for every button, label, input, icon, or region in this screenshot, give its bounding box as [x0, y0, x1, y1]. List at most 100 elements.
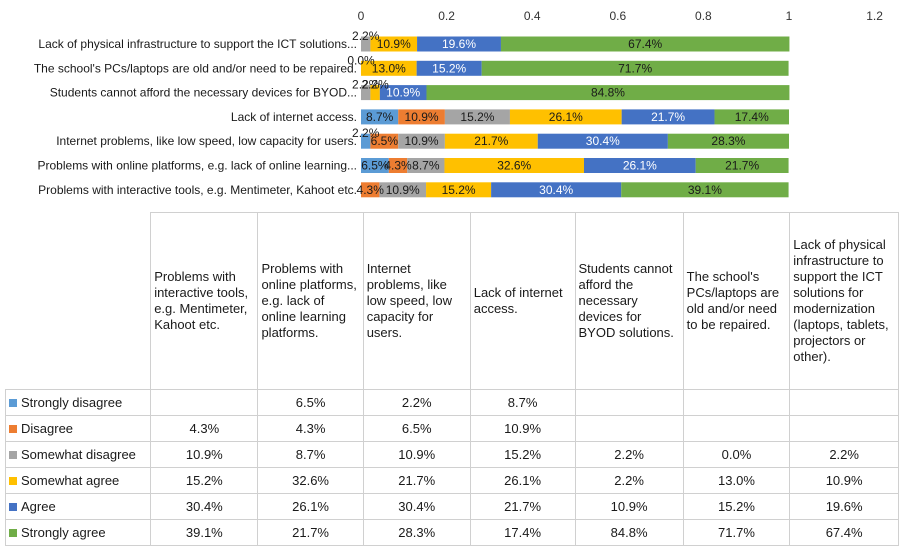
- data-label: 10.9%: [386, 183, 420, 197]
- bar-segment: [509, 109, 622, 125]
- data-label: 26.1%: [549, 110, 583, 124]
- x-tick-label: 0.4: [524, 9, 541, 23]
- table-cell: 10.9%: [789, 467, 899, 494]
- table-column-header: Students cannot afford the necessary dev…: [574, 212, 684, 390]
- table-column-header: Problems with online platforms, e.g. lac…: [257, 212, 364, 390]
- data-label: 19.6%: [442, 37, 476, 51]
- table-cell: 21.7%: [362, 467, 471, 494]
- table-cell: 2.2%: [574, 441, 684, 468]
- bar-segment: [379, 85, 427, 101]
- data-label: 10.9%: [405, 110, 439, 124]
- legend-swatch: [9, 399, 17, 407]
- table-row: Agree 30.4% 26.1% 30.4% 21.7% 10.9% 15.2% 19.6%: [4, 493, 899, 520]
- bar-segment: [361, 182, 380, 198]
- category-label: Internet problems, like low speed, low c…: [56, 134, 357, 148]
- stacked-bar-chart: 0 0.2 0.4 0.6 0.8 1 1.2 Problems with interact…: [34, 9, 884, 198]
- data-label: 10.9%: [386, 86, 420, 100]
- table-cell: 84.8%: [574, 519, 684, 546]
- table-cell: 10.9%: [150, 441, 259, 468]
- data-label: 2.2%: [352, 78, 380, 92]
- table-cell: 2.2%: [789, 441, 899, 468]
- x-tick-label: 0.2: [438, 9, 455, 23]
- data-label: 15.2%: [432, 61, 466, 75]
- bar-segment: [444, 109, 510, 125]
- data-label: 21.7%: [651, 110, 685, 124]
- table-cell: 71.7%: [682, 519, 791, 546]
- table-cell: 10.9%: [574, 493, 684, 520]
- bar-segment: [481, 60, 789, 76]
- data-label: 6.5%: [361, 159, 389, 173]
- bar-segment: [398, 109, 445, 125]
- legend-entry: Somewhat agree: [4, 467, 152, 494]
- x-tick-label: 0.8: [695, 9, 712, 23]
- data-label: 17.4%: [735, 110, 769, 124]
- table-cell: 15.2%: [469, 441, 576, 468]
- table-row: Somewhat agree 15.2% 32.6% 21.7% 26.1% 2.2% 13…: [4, 467, 899, 494]
- legend-entry: Agree: [4, 493, 152, 520]
- bar-segment: [500, 36, 790, 52]
- bar-segment: [370, 133, 399, 149]
- table-row: Strongly agree 39.1% 21.7% 28.3% 17.4% 84.8% 7…: [4, 519, 899, 546]
- data-label: 10.9%: [405, 134, 439, 148]
- data-label: 71.7%: [618, 61, 652, 75]
- table-cell: 30.4%: [362, 493, 471, 520]
- table-cell: 6.5%: [362, 415, 471, 442]
- table-column-header: Problems with interactive tools, e.g. Me…: [150, 212, 259, 390]
- table-column-header: The school's PCs/laptops are old and/or …: [682, 212, 791, 390]
- table-cell: 26.1%: [257, 493, 364, 520]
- data-label: 4.3%: [384, 159, 412, 173]
- data-label: 13.0%: [372, 61, 406, 75]
- legend-entry: Somewhat disagree: [4, 441, 152, 468]
- bar-segment: [361, 85, 371, 101]
- data-label: 21.7%: [725, 159, 759, 173]
- category-label: Problems with interactive tools, e.g. Me…: [38, 183, 357, 197]
- table-cell: 28.3%: [362, 519, 471, 546]
- table-cell: [682, 415, 791, 442]
- table-cell: 32.6%: [257, 467, 364, 494]
- table-row: Somewhat disagree 10.9% 8.7% 10.9% 15.2% 2.2%…: [4, 441, 899, 468]
- table-cell: 15.2%: [682, 493, 791, 520]
- table-cell: 8.7%: [257, 441, 364, 468]
- bar-segment: [667, 133, 789, 149]
- x-axis-ticks: 0 0.2 0.4 0.6 0.8 1 1.2: [358, 9, 884, 23]
- table-header-row: Problems with interactive tools, e.g. Me…: [5, 212, 899, 390]
- bar-segment: [444, 133, 538, 149]
- bar-segment: [537, 133, 668, 149]
- bar-segment: [370, 36, 418, 52]
- data-label: 4.3%: [357, 183, 385, 197]
- table-cell: [574, 415, 684, 442]
- table-row: Disagree 4.3% 4.3% 6.5% 10.9%: [4, 415, 899, 442]
- data-table: Problems with interactive tools, e.g. Me…: [4, 212, 899, 546]
- data-label: 30.4%: [586, 134, 620, 148]
- data-label: 39.1%: [688, 183, 722, 197]
- x-tick-label: 0.6: [609, 9, 626, 23]
- table-row: Strongly disagree 6.5% 2.2% 8.7%: [4, 389, 899, 416]
- data-label: 15.2%: [442, 183, 476, 197]
- table-cell: 10.9%: [469, 415, 576, 442]
- bar-segment: [388, 158, 408, 173]
- x-tick-label: 1: [786, 9, 793, 23]
- data-label: 21.7%: [474, 134, 508, 148]
- table-cell: 4.3%: [257, 415, 364, 442]
- table-cell: 26.1%: [469, 467, 576, 494]
- bar-segment: [370, 85, 380, 101]
- table-cell: [789, 389, 899, 416]
- table-cell: 6.5%: [257, 389, 364, 416]
- table-cell: [150, 389, 259, 416]
- legend-swatch: [9, 425, 17, 433]
- data-label: 2.2%: [352, 126, 380, 140]
- legend-swatch: [9, 451, 17, 459]
- data-label: 28.3%: [711, 134, 745, 148]
- table-cell: 39.1%: [150, 519, 259, 546]
- table-cell: 10.9%: [362, 441, 471, 468]
- data-label: 26.1%: [623, 159, 657, 173]
- table-column-header: Lack of internet access.: [469, 212, 576, 390]
- bar-segment: [583, 158, 696, 173]
- legend-entry: Strongly agree: [4, 519, 152, 546]
- bar-segment: [379, 182, 427, 198]
- data-label: 30.4%: [539, 183, 573, 197]
- data-label: 0.0%: [347, 53, 375, 67]
- data-label: 10.9%: [377, 37, 411, 51]
- bar-segment: [417, 36, 501, 52]
- bar-segment: [407, 158, 445, 173]
